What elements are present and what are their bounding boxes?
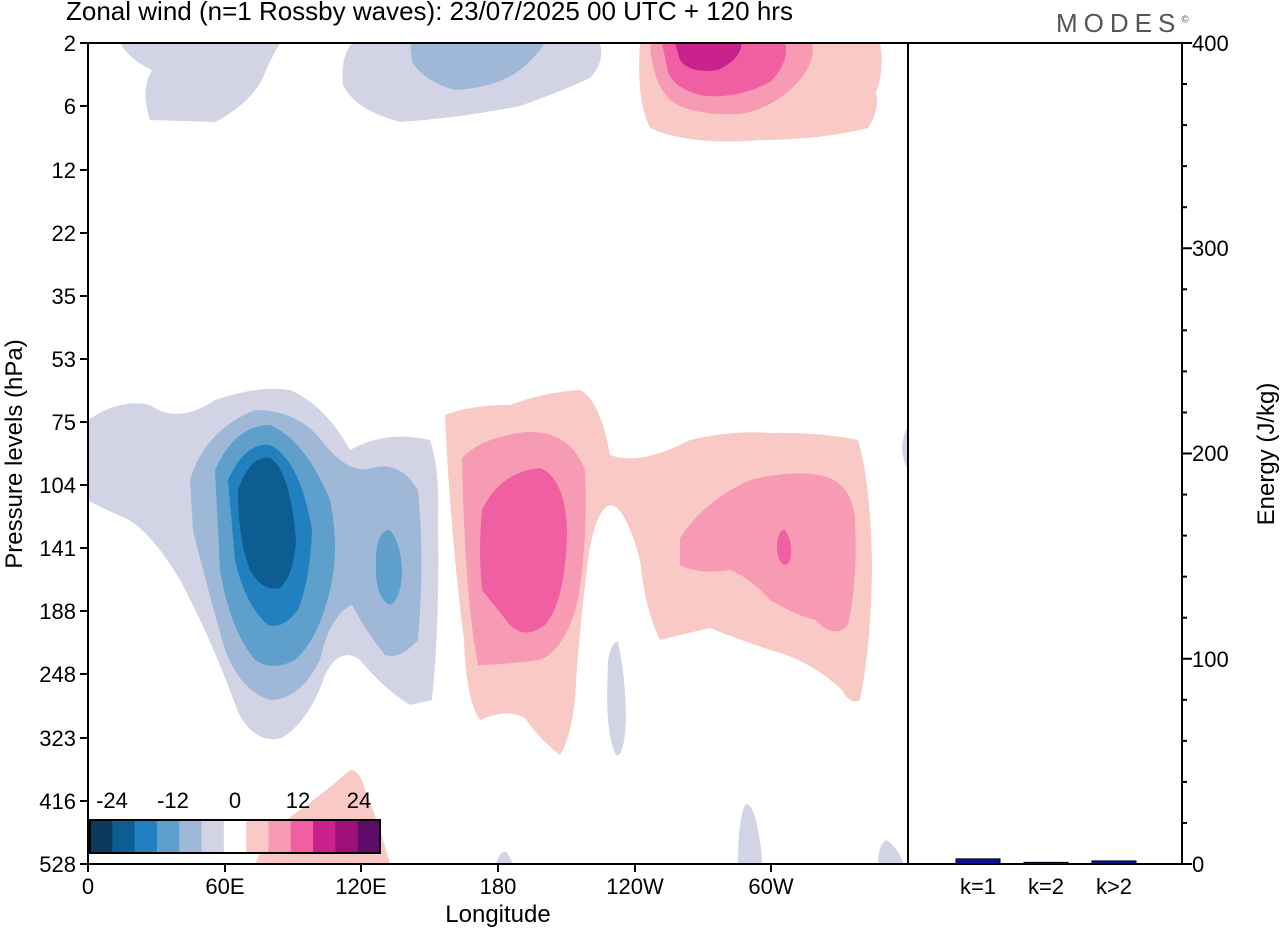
contour-westerly-mod-b — [680, 473, 856, 632]
colorbar-cell — [134, 820, 158, 853]
colorbar-cell — [357, 820, 381, 853]
energy-axis: 0 100 200 300 400 Energy (J/kg) — [1182, 31, 1280, 877]
contour-easterly-blob-b — [738, 804, 762, 864]
y-tick-label: 323 — [39, 726, 76, 751]
contour-easterly-secondary — [376, 530, 402, 605]
colorbar-label: -24 — [96, 788, 128, 813]
colorbar-cells — [90, 820, 381, 853]
longitude-axis: 0 60E 120E 180 120W 60W Longitude — [82, 864, 794, 928]
y-tick-label: 141 — [39, 536, 76, 561]
x-axis-title: Longitude — [445, 901, 550, 928]
x-ticks — [87, 864, 772, 872]
colorbar-cell — [268, 820, 292, 853]
y-tick-label: 35 — [52, 284, 76, 309]
energy-bar-k>2 — [1091, 860, 1137, 865]
y-ticks — [80, 42, 88, 865]
y-tick-label: 416 — [39, 789, 76, 814]
y-axis-title: Pressure levels (hPa) — [1, 339, 28, 568]
colorbar-label: 0 — [229, 788, 241, 813]
contour-field — [88, 43, 908, 864]
x-tick-label: 180 — [480, 874, 517, 899]
colorbar-cell — [313, 820, 336, 853]
energy-bar-k=2 — [1023, 861, 1069, 865]
y-tick-label: 528 — [39, 852, 76, 877]
contour-upper-easterly-weak-a — [120, 43, 280, 122]
colorbar-label: 24 — [347, 788, 371, 813]
colorbar-cell — [223, 820, 247, 853]
contour-easterly-blob-d — [496, 851, 512, 864]
chart-title: Zonal wind (n=1 Rossby waves): 23/07/202… — [66, 0, 793, 26]
x-tick-label: 60W — [748, 874, 793, 899]
energy-categories: k=1 k=2 k>2 — [960, 874, 1132, 899]
y-tick-label: 248 — [39, 662, 76, 687]
y-tick-label: 104 — [39, 473, 76, 498]
x-tick-label: 60E — [205, 874, 244, 899]
colorbar-cell — [290, 820, 314, 853]
contour-upper-easterly-mod — [410, 43, 545, 90]
y-tick-label: 12 — [52, 158, 76, 183]
contour-easterly-blob-a — [607, 641, 626, 756]
colorbar-label: -12 — [157, 788, 189, 813]
energy-tick-label: 200 — [1192, 441, 1229, 466]
colorbar-cell — [156, 820, 180, 853]
energy-category-label: k>2 — [1096, 874, 1132, 899]
energy-tick-label: 100 — [1192, 647, 1229, 672]
energy-axis-title: Energy (J/kg) — [1253, 383, 1280, 526]
brand-name: MODES — [1056, 8, 1182, 38]
energy-category-label: k=2 — [1028, 874, 1064, 899]
energy-tick-label: 0 — [1192, 852, 1204, 877]
energy-bar-k=1 — [955, 858, 1001, 865]
contour-easterly-core — [238, 457, 296, 589]
y-tick-label: 6 — [64, 94, 76, 119]
colorbar-cell — [335, 820, 359, 853]
colorbar-cell — [246, 820, 269, 853]
y-tick-label: 75 — [52, 410, 76, 435]
pressure-axis: 2 6 12 22 35 53 75 104 141 188 248 323 4… — [1, 31, 88, 877]
contour-westerly-strong — [480, 468, 567, 633]
energy-tick-label: 300 — [1192, 236, 1229, 261]
colorbar-frame — [89, 819, 381, 854]
x-tick-label: 120W — [606, 874, 664, 899]
colorbar-cell — [179, 820, 203, 853]
colorbar-label: 12 — [286, 788, 310, 813]
contour-upper-westerly-core — [675, 43, 742, 71]
colorbar-cell — [90, 820, 113, 853]
contour-westerly-spot — [776, 529, 792, 566]
energy-tick-label: 400 — [1192, 31, 1229, 56]
y-tick-label: 22 — [52, 221, 76, 246]
energy-category-label: k=1 — [960, 874, 996, 899]
contour-easterly-blob-c — [878, 840, 904, 864]
contour-easterly-edge — [902, 428, 908, 470]
x-tick-label: 0 — [82, 874, 94, 899]
colorbar: -24 -12 0 12 24 — [89, 788, 381, 854]
y-tick-label: 2 — [64, 31, 76, 56]
energy-panel-frame — [907, 42, 1183, 865]
y-tick-label: 188 — [39, 599, 76, 624]
colorbar-cell — [112, 820, 136, 853]
energy-bars — [955, 858, 1137, 865]
copyright-mark: © — [1181, 14, 1189, 26]
colorbar-cell — [201, 820, 225, 853]
x-tick-label: 120E — [335, 874, 386, 899]
brand-logo: MODES© — [1056, 8, 1189, 39]
energy-ticks — [1182, 42, 1192, 865]
y-tick-label: 53 — [52, 347, 76, 372]
